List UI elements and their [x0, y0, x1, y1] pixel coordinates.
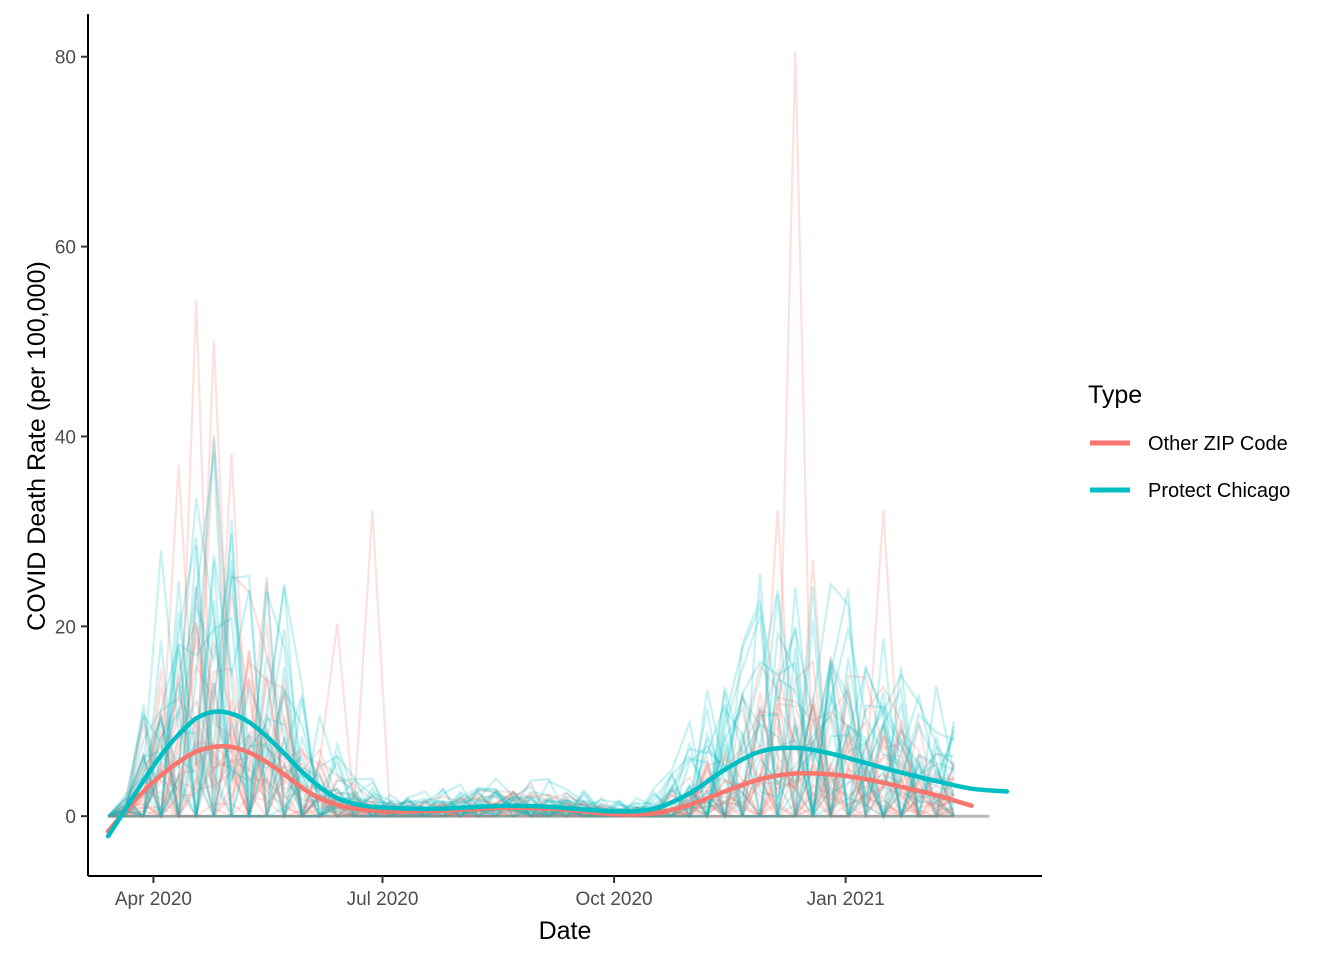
- x-axis-ticks: Apr 2020 Jul 2020 Oct 2020 Jan 2021: [115, 876, 885, 910]
- x-tick-label: Apr 2020: [115, 889, 192, 910]
- background-line-protect-chicago: [107, 554, 955, 820]
- background-line-other-zip: [107, 735, 955, 818]
- y-tick-label: 80: [55, 48, 76, 69]
- legend-title: Type: [1088, 381, 1142, 409]
- y-tick-label: 20: [55, 617, 76, 638]
- background-line-other-zip: [107, 678, 955, 819]
- background-lines: [107, 51, 990, 821]
- x-tick-label: Jul 2020: [347, 889, 419, 910]
- x-tick-label: Oct 2020: [576, 889, 653, 910]
- background-line-protect-chicago: [107, 453, 955, 819]
- background-line-other-zip: [108, 755, 955, 818]
- y-tick-label: 0: [65, 807, 76, 828]
- background-line-other-zip: [107, 559, 954, 818]
- y-axis-title: COVID Death Rate (per 100,000): [23, 261, 51, 631]
- legend: Type Other ZIP Code Protect Chicago: [1088, 381, 1290, 502]
- y-tick-label: 40: [55, 427, 76, 448]
- y-tick-label: 60: [55, 238, 76, 259]
- legend-label: Protect Chicago: [1148, 480, 1290, 502]
- x-axis-title: Date: [539, 917, 592, 945]
- axes: [87, 14, 1042, 877]
- y-axis-ticks: 0 20 40 60 80: [55, 48, 88, 828]
- legend-label: Other ZIP Code: [1148, 433, 1288, 455]
- smoothed-lines: [105, 709, 1010, 839]
- x-tick-label: Jan 2021: [807, 889, 885, 910]
- series-line-protect-chicago: [105, 709, 1010, 839]
- series-line-other-zip-code: [105, 743, 974, 834]
